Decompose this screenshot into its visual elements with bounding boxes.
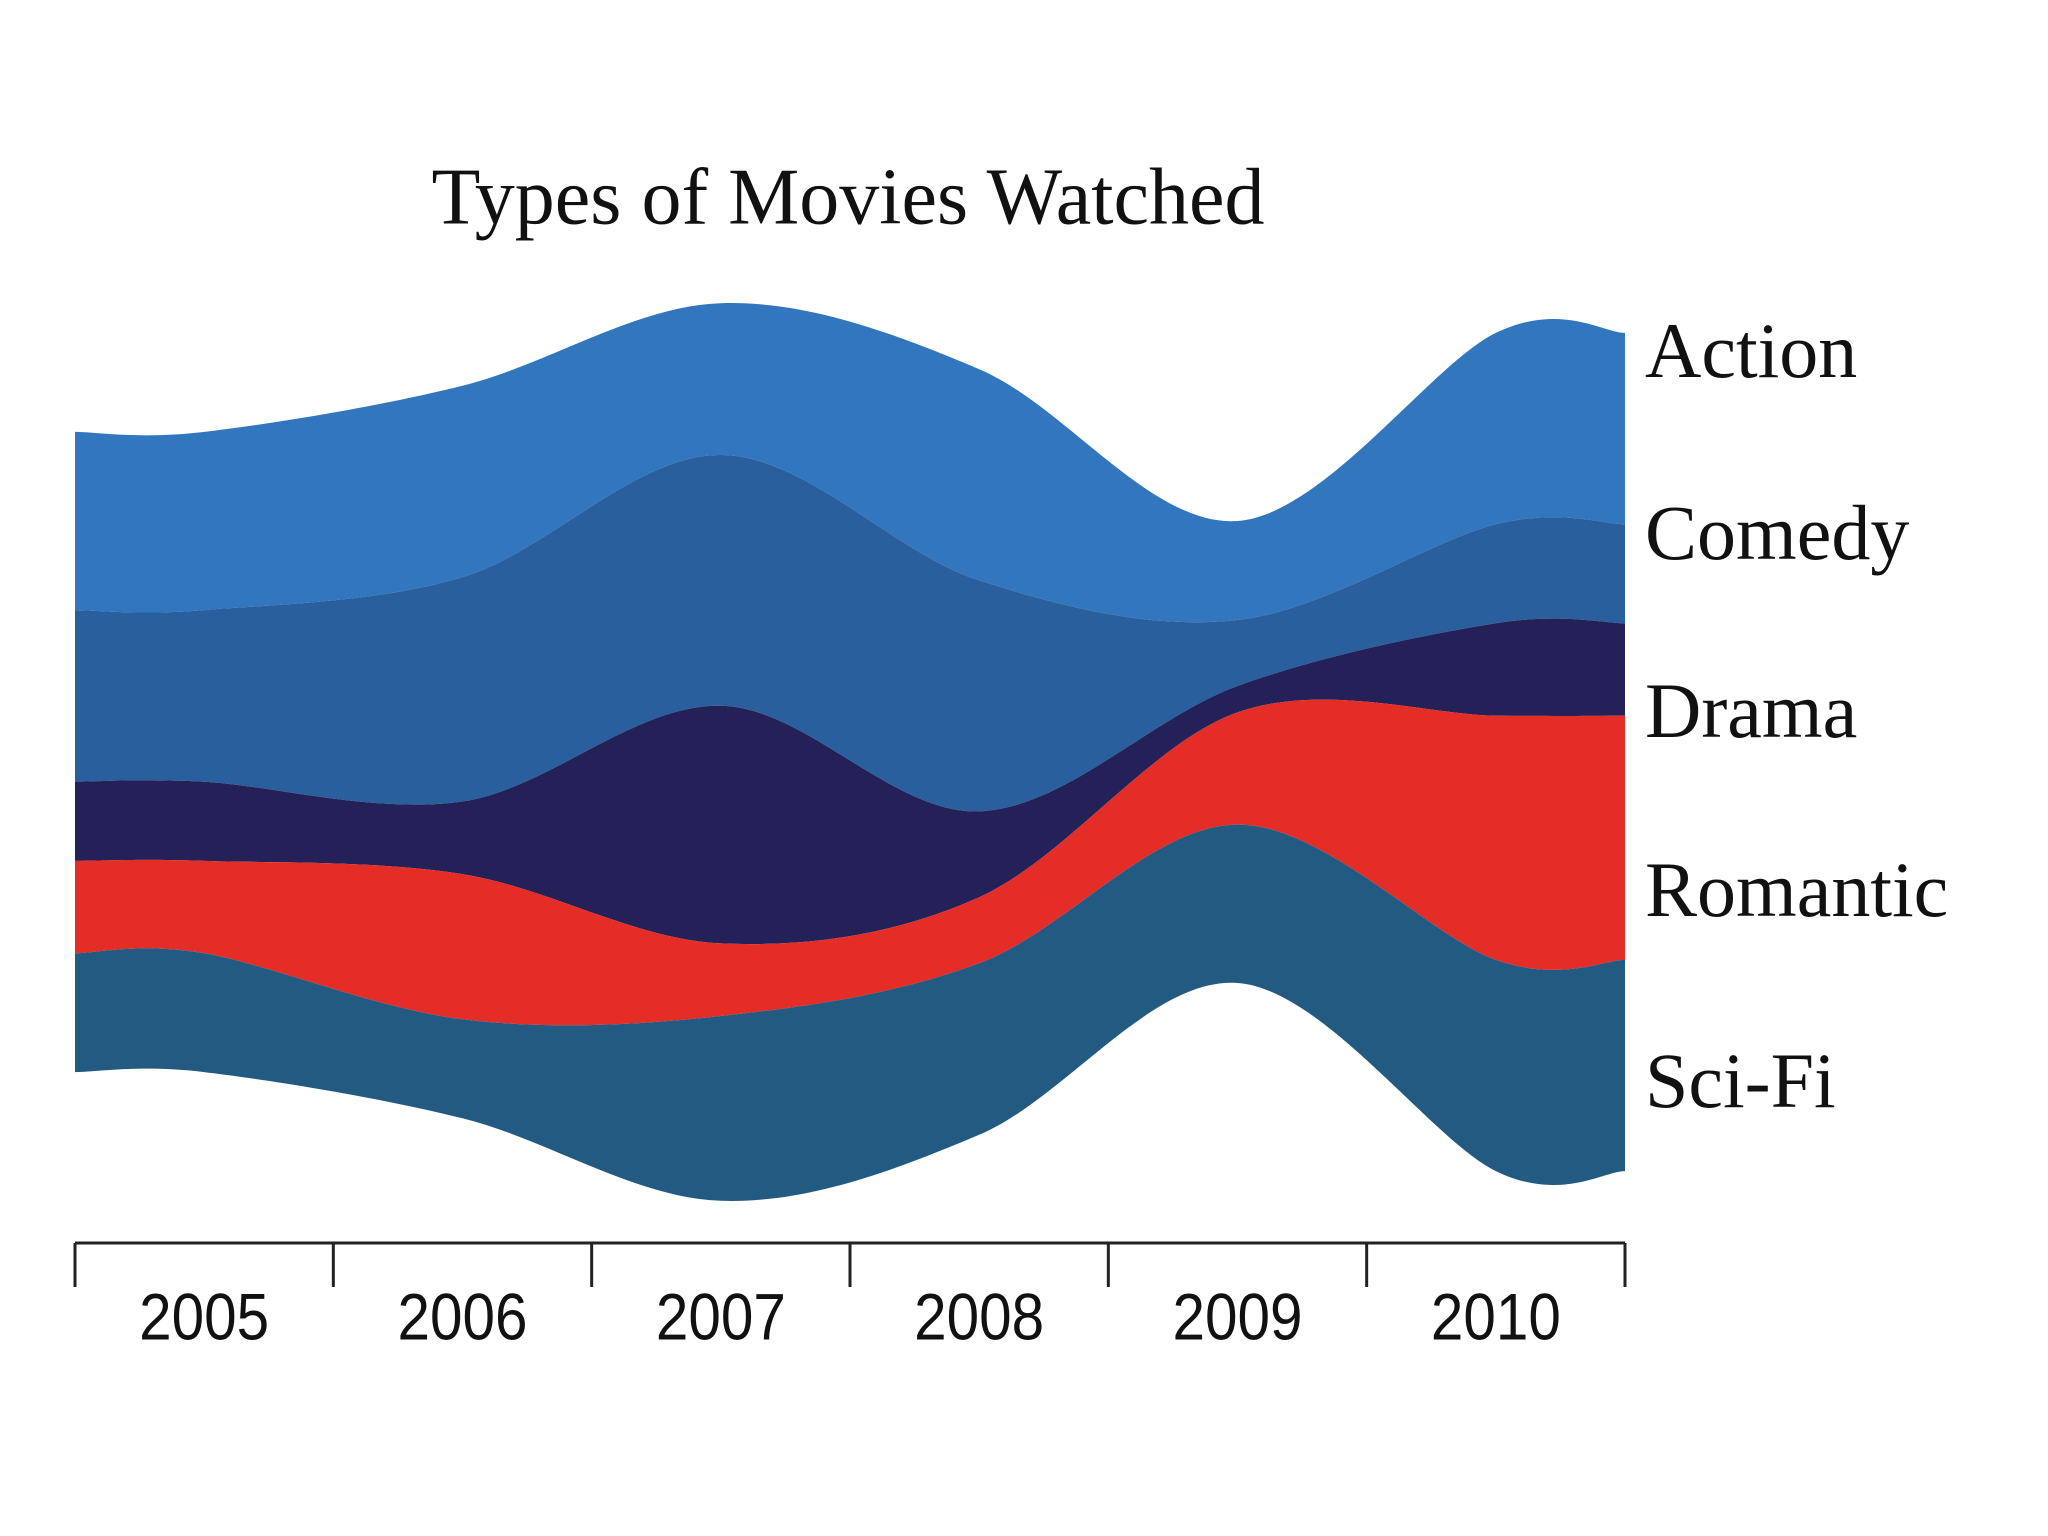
x-tick-label: 2006 <box>398 1279 528 1353</box>
x-tick-label: 2009 <box>1173 1279 1303 1353</box>
legend-label: Sci-Fi <box>1645 1037 1836 1124</box>
stream-area <box>75 454 1625 812</box>
x-tick-label: 2010 <box>1431 1279 1561 1353</box>
legend-label: Romantic <box>1645 846 1948 933</box>
stream-area <box>75 699 1625 1026</box>
legend-label: Drama <box>1645 667 1857 754</box>
x-tick-label: 2007 <box>656 1279 786 1353</box>
stream-area <box>75 824 1625 1201</box>
stream-area <box>75 618 1625 945</box>
x-tick-label: 2008 <box>914 1279 1044 1353</box>
legend-label: Comedy <box>1645 489 1909 576</box>
x-tick-label: 2005 <box>139 1279 269 1353</box>
legend-label: Action <box>1645 307 1857 394</box>
stream-area <box>75 303 1625 623</box>
chart-title: Types of Movies Watched <box>432 153 1265 241</box>
